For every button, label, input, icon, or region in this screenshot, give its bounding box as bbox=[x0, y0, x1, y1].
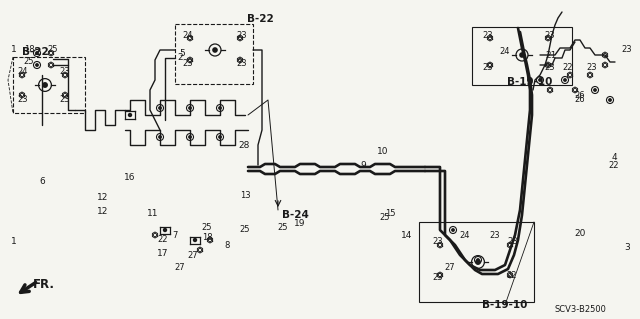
Circle shape bbox=[193, 239, 196, 241]
Text: 23: 23 bbox=[587, 63, 597, 72]
Text: 25: 25 bbox=[278, 224, 288, 233]
Circle shape bbox=[213, 48, 217, 52]
Circle shape bbox=[609, 99, 611, 101]
Text: 1: 1 bbox=[11, 44, 17, 54]
Bar bbox=[419, 222, 534, 302]
Text: 23: 23 bbox=[237, 58, 247, 68]
Circle shape bbox=[189, 136, 191, 138]
Text: B-22: B-22 bbox=[22, 47, 49, 57]
Text: 25: 25 bbox=[48, 46, 58, 55]
Text: 25: 25 bbox=[202, 224, 212, 233]
Text: 11: 11 bbox=[147, 209, 159, 218]
Text: FR.: FR. bbox=[33, 278, 55, 292]
Text: 15: 15 bbox=[385, 209, 396, 218]
Text: 26: 26 bbox=[575, 91, 586, 100]
Text: 12: 12 bbox=[97, 206, 109, 216]
Text: 5: 5 bbox=[179, 48, 185, 57]
Bar bbox=[13, 57, 85, 113]
Text: 16: 16 bbox=[124, 173, 136, 182]
Bar bbox=[472, 27, 572, 85]
Text: 23: 23 bbox=[545, 31, 556, 40]
Text: 9: 9 bbox=[360, 161, 366, 170]
Circle shape bbox=[219, 107, 221, 109]
Text: 23: 23 bbox=[60, 66, 70, 76]
Text: 23: 23 bbox=[433, 273, 444, 283]
Text: 19: 19 bbox=[294, 219, 306, 227]
Text: 27: 27 bbox=[188, 250, 198, 259]
Text: 25: 25 bbox=[240, 226, 250, 234]
Text: 26: 26 bbox=[575, 95, 586, 105]
Text: B-24: B-24 bbox=[282, 210, 308, 220]
Circle shape bbox=[163, 228, 166, 232]
Text: 3: 3 bbox=[624, 242, 630, 251]
Text: 7: 7 bbox=[172, 231, 178, 240]
Text: 28: 28 bbox=[238, 140, 250, 150]
Text: 24: 24 bbox=[500, 48, 510, 56]
Text: 21: 21 bbox=[545, 50, 557, 60]
Text: SCV3-B2500: SCV3-B2500 bbox=[554, 305, 606, 314]
Text: 25: 25 bbox=[380, 213, 390, 222]
Text: 22: 22 bbox=[563, 63, 573, 72]
Text: 23: 23 bbox=[483, 63, 493, 72]
Text: 24: 24 bbox=[183, 31, 193, 40]
Text: 25: 25 bbox=[24, 57, 35, 66]
Bar bbox=[175, 24, 253, 84]
Text: 22: 22 bbox=[507, 271, 517, 279]
Text: 18: 18 bbox=[202, 234, 212, 242]
Text: 2: 2 bbox=[177, 54, 183, 63]
Circle shape bbox=[539, 79, 541, 81]
Text: 24: 24 bbox=[18, 66, 28, 76]
Text: 23: 23 bbox=[621, 46, 632, 55]
Text: 1: 1 bbox=[11, 238, 17, 247]
Text: 23: 23 bbox=[433, 238, 444, 247]
Circle shape bbox=[36, 64, 38, 66]
Text: 22: 22 bbox=[609, 160, 620, 169]
Text: 6: 6 bbox=[39, 176, 45, 186]
Circle shape bbox=[36, 52, 38, 54]
Text: 23: 23 bbox=[182, 58, 193, 68]
Text: 23: 23 bbox=[545, 63, 556, 72]
Text: 23: 23 bbox=[18, 95, 28, 105]
Text: 17: 17 bbox=[157, 249, 169, 258]
Text: 24: 24 bbox=[460, 231, 470, 240]
Text: B-22: B-22 bbox=[246, 14, 273, 24]
Circle shape bbox=[159, 107, 161, 109]
Circle shape bbox=[219, 136, 221, 138]
Circle shape bbox=[564, 79, 566, 81]
Text: 23: 23 bbox=[483, 31, 493, 40]
Text: 10: 10 bbox=[377, 147, 388, 157]
Text: 20: 20 bbox=[574, 228, 586, 238]
Text: 8: 8 bbox=[224, 241, 230, 250]
Text: 12: 12 bbox=[97, 194, 109, 203]
Text: 22: 22 bbox=[157, 235, 168, 244]
Circle shape bbox=[594, 89, 596, 91]
Circle shape bbox=[520, 53, 524, 57]
Text: 4: 4 bbox=[611, 153, 617, 162]
Circle shape bbox=[159, 136, 161, 138]
Circle shape bbox=[189, 107, 191, 109]
Text: 23: 23 bbox=[60, 95, 70, 105]
Text: 23: 23 bbox=[237, 31, 247, 40]
Text: 18: 18 bbox=[24, 46, 35, 55]
Circle shape bbox=[129, 114, 131, 116]
Text: 27: 27 bbox=[175, 263, 186, 272]
Circle shape bbox=[43, 83, 47, 87]
Text: 23: 23 bbox=[508, 238, 518, 247]
Text: 27: 27 bbox=[445, 263, 455, 272]
Text: B-19-10: B-19-10 bbox=[508, 77, 553, 87]
Text: 14: 14 bbox=[401, 232, 413, 241]
Text: 13: 13 bbox=[240, 191, 250, 201]
Text: 23: 23 bbox=[490, 231, 500, 240]
Circle shape bbox=[477, 259, 479, 261]
Text: B-19-10: B-19-10 bbox=[483, 300, 528, 310]
Circle shape bbox=[452, 229, 454, 231]
Circle shape bbox=[476, 260, 480, 264]
